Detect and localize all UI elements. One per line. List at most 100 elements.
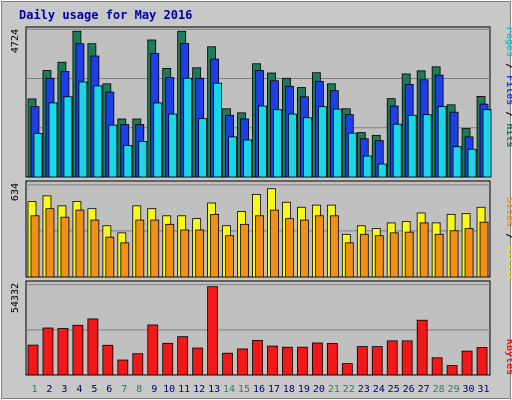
bar-sites-day-1 [30,215,40,278]
legend-entry-files: Files [504,75,512,105]
bar-kbytes-day-11 [177,336,189,376]
bar-pages-day-19 [303,117,312,178]
bar-sites-day-22 [344,242,354,278]
x-tick-label-day-18: 18 [283,384,295,395]
bar-pages-day-15 [243,139,252,178]
bar-pages-day-11 [183,77,193,178]
x-tick-label-day-1: 1 [31,384,37,395]
legend-separator: / [504,227,512,245]
bar-sites-day-25 [389,232,399,278]
legend-entry-pages: Pages [504,27,512,57]
bar-sites-day-21 [329,215,339,278]
bar-kbytes-day-28 [431,357,443,376]
x-tick-label-day-14: 14 [223,384,235,395]
bar-pages-day-4 [78,81,88,178]
bar-pages-day-22 [347,132,357,178]
bar-kbytes-day-31 [476,347,488,376]
x-tick-label-day-23: 23 [358,384,370,395]
bar-pages-day-27 [422,114,432,178]
bar-sites-day-31 [479,221,489,278]
x-tick-label-day-27: 27 [418,384,430,395]
bar-sites-day-11 [180,229,190,278]
x-tick-label-day-25: 25 [388,384,400,395]
bar-kbytes-day-21 [326,343,338,376]
bar-sites-day-12 [195,229,205,278]
legend-entry-visits: Visits [504,245,512,281]
bar-sites-day-4 [75,209,85,278]
x-tick-label-day-16: 16 [253,384,265,395]
x-tick-label-day-15: 15 [238,384,250,395]
bar-kbytes-day-27 [416,319,428,376]
bar-sites-day-7 [120,242,130,278]
bar-sites-day-13 [210,213,220,278]
bar-kbytes-day-9 [147,324,159,376]
bar-sites-day-8 [135,219,145,278]
x-tick-label-day-22: 22 [343,384,355,395]
legend-entry-hits: Hits [504,123,512,147]
legend-visits-sites: Sites / Visits [504,197,512,281]
x-tick-label-day-17: 17 [268,384,280,395]
bar-sites-day-30 [464,228,474,278]
bar-kbytes-day-12 [192,347,204,376]
bar-pages-day-24 [377,163,387,178]
bar-kbytes-day-10 [162,342,174,376]
bar-pages-day-29 [452,146,462,178]
bar-sites-day-29 [449,230,459,278]
bar-pages-day-25 [392,123,402,178]
x-tick-label-day-4: 4 [76,384,82,395]
bar-pages-day-2 [48,102,58,178]
max-label-hits-files-pages: 4724 [10,29,21,53]
bar-kbytes-day-30 [461,350,473,376]
max-label-visits-sites: 634 [10,183,21,201]
bar-pages-day-14 [228,136,237,178]
x-tick-label-day-20: 20 [313,384,325,395]
bar-pages-day-16 [258,105,267,178]
bar-sites-day-14 [225,235,234,278]
bar-pages-day-17 [273,109,282,178]
bar-kbytes-day-24 [371,346,383,376]
legend-separator: / [504,105,512,123]
bar-pages-day-3 [63,96,73,178]
bar-kbytes-day-29 [446,365,458,376]
bar-pages-day-8 [138,141,148,178]
x-tick-label-day-10: 10 [163,384,175,395]
bar-pages-day-20 [317,106,327,178]
bar-sites-day-2 [45,208,55,278]
bar-kbytes-day-1 [27,344,39,376]
bar-kbytes-day-23 [356,346,368,376]
x-tick-label-day-21: 21 [328,384,340,395]
bar-kbytes-day-5 [87,318,99,376]
bar-kbytes-day-7 [117,359,129,376]
bar-kbytes-day-18 [282,346,293,376]
bar-sites-day-20 [314,215,324,278]
plot-layer [25,26,492,376]
x-tick-label-day-3: 3 [61,384,67,395]
x-tick-label-day-6: 6 [106,384,112,395]
bar-pages-day-30 [467,148,477,178]
bar-kbytes-day-2 [42,327,54,376]
x-tick-label-day-24: 24 [373,384,385,395]
x-tick-label-day-9: 9 [151,384,157,395]
bar-kbytes-day-16 [252,339,263,376]
bar-kbytes-day-19 [297,346,308,376]
bar-kbytes-day-3 [57,328,69,376]
bar-kbytes-day-15 [237,348,248,376]
bar-sites-day-18 [285,218,294,278]
bar-sites-day-10 [165,223,175,278]
x-tick-label-day-12: 12 [193,384,205,395]
bar-kbytes-day-13 [207,286,219,376]
bar-sites-day-24 [374,235,384,278]
x-tick-label-day-30: 30 [463,384,475,395]
legend-separator: / [504,57,512,75]
bar-sites-day-23 [359,233,369,278]
x-tick-label-day-8: 8 [136,384,142,395]
x-tick-label-day-11: 11 [178,384,190,395]
bar-sites-day-9 [150,219,160,278]
bar-pages-day-18 [288,113,297,178]
x-tick-label-day-28: 28 [433,384,445,395]
bar-pages-day-12 [198,118,208,178]
bar-pages-day-5 [93,85,103,178]
legend-entry-kbytes: KBytes [504,339,512,375]
